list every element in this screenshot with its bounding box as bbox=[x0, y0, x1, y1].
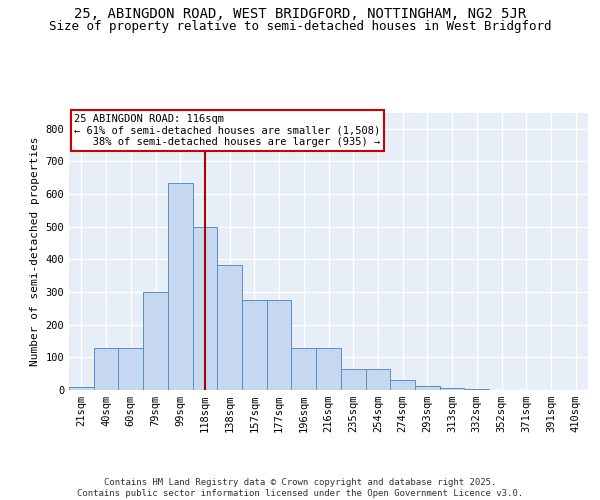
Bar bbox=[193, 227, 217, 390]
Bar bbox=[168, 182, 193, 390]
Bar bbox=[316, 348, 341, 390]
Text: 25 ABINGDON ROAD: 116sqm
← 61% of semi-detached houses are smaller (1,508)
   38: 25 ABINGDON ROAD: 116sqm ← 61% of semi-d… bbox=[74, 114, 380, 147]
Bar bbox=[267, 300, 292, 390]
Bar bbox=[118, 348, 143, 390]
Bar bbox=[341, 369, 365, 390]
Bar bbox=[69, 386, 94, 390]
Text: 25, ABINGDON ROAD, WEST BRIDGFORD, NOTTINGHAM, NG2 5JR: 25, ABINGDON ROAD, WEST BRIDGFORD, NOTTI… bbox=[74, 8, 526, 22]
Text: Size of property relative to semi-detached houses in West Bridgford: Size of property relative to semi-detach… bbox=[49, 20, 551, 33]
Bar bbox=[390, 380, 415, 390]
Bar bbox=[292, 348, 316, 390]
Bar bbox=[415, 386, 440, 390]
Bar bbox=[217, 265, 242, 390]
Text: Contains HM Land Registry data © Crown copyright and database right 2025.
Contai: Contains HM Land Registry data © Crown c… bbox=[77, 478, 523, 498]
Bar bbox=[440, 388, 464, 390]
Bar bbox=[365, 369, 390, 390]
Bar bbox=[242, 300, 267, 390]
Bar bbox=[143, 292, 168, 390]
Y-axis label: Number of semi-detached properties: Number of semi-detached properties bbox=[30, 136, 40, 366]
Bar bbox=[94, 348, 118, 390]
